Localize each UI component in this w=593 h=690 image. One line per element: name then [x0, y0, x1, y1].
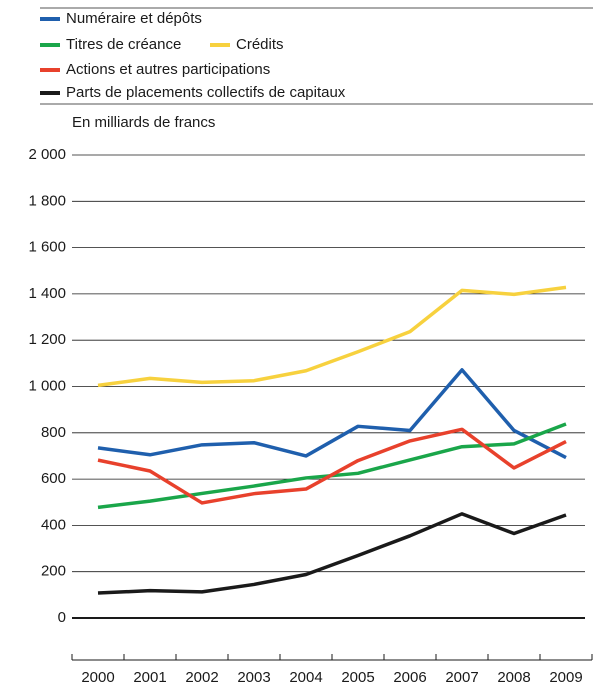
- series-line: [97, 285, 567, 388]
- legend-label: Crédits: [236, 36, 284, 53]
- y-tick-label: 200: [41, 563, 66, 580]
- series-line: [97, 427, 567, 505]
- y-tick-label: 1 400: [28, 285, 66, 302]
- series-line: [97, 512, 567, 595]
- y-tick-label: 800: [41, 424, 66, 441]
- x-tick-label: 2009: [549, 669, 582, 685]
- x-tick-label: 2002: [185, 669, 218, 685]
- y-tick-label: 1 600: [28, 239, 66, 256]
- x-tick-label: 2000: [81, 669, 114, 685]
- legend-label: Titres de créance: [66, 36, 181, 53]
- x-tick-label: 2003: [237, 669, 270, 685]
- y-tick-label: 400: [41, 516, 66, 533]
- legend-label: Actions et autres participations: [66, 61, 270, 78]
- x-tick-label: 2001: [133, 669, 166, 685]
- legend-label: Parts de placements collectifs de capita…: [66, 84, 346, 101]
- y-tick-label: 0: [58, 609, 66, 626]
- x-tick-label: 2004: [289, 669, 322, 685]
- y-tick-label: 1 200: [28, 331, 66, 348]
- x-tick-label: 2005: [341, 669, 374, 685]
- axis-unit-label: En milliards de francs: [72, 114, 215, 131]
- x-tick-label: 2008: [497, 669, 530, 685]
- series-line: [97, 422, 567, 510]
- y-tick-label: 1 800: [28, 192, 66, 209]
- legend-label: Numéraire et dépôts: [66, 10, 202, 27]
- series-line: [97, 368, 567, 460]
- y-tick-label: 600: [41, 470, 66, 487]
- y-tick-label: 2 000: [28, 146, 66, 163]
- x-tick-label: 2006: [393, 669, 426, 685]
- x-tick-label: 2007: [445, 669, 478, 685]
- y-tick-label: 1 000: [28, 377, 66, 394]
